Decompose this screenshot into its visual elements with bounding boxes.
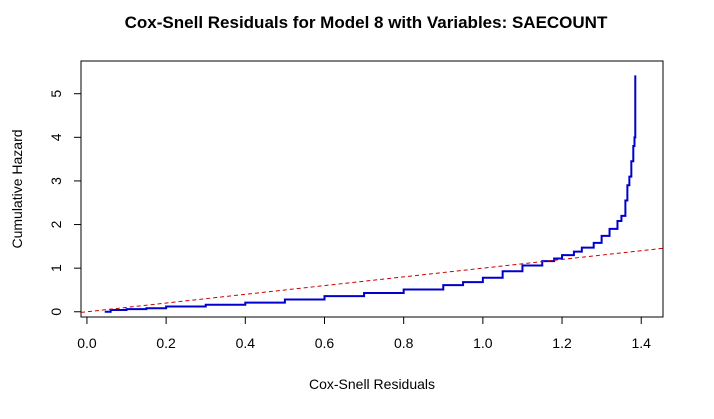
x-tick-label: 1.2 [552,335,572,351]
x-tick-label: 0.0 [77,335,97,351]
y-tick-label: 5 [48,90,64,98]
y-tick-label: 3 [48,177,64,185]
y-tick-label: 1 [48,264,64,272]
x-axis-label: Cox-Snell Residuals [309,376,435,392]
y-tick-label: 2 [48,220,64,228]
x-tick-label: 0.4 [236,335,256,351]
series-layer [81,75,663,313]
x-tick-label: 0.2 [156,335,176,351]
y-tick-label: 4 [48,133,64,141]
y-tick-label: 0 [48,308,64,316]
x-tick-label: 0.6 [315,335,335,351]
reference-line [81,247,663,313]
x-tick-label: 0.8 [394,335,414,351]
hazard-curve [104,75,637,313]
x-tick-label: 1.4 [631,335,651,351]
x-axis: 0.0 0.2 0.4 0.6 0.8 1.0 1.2 1.4 [77,316,651,351]
chart-title: Cox-Snell Residuals for Model 8 with Var… [125,13,608,32]
y-axis: 0 1 2 3 4 5 [48,90,82,316]
plot-frame [80,60,664,318]
x-tick-label: 1.0 [473,335,493,351]
y-axis-label: Cumulative Hazard [9,129,25,248]
